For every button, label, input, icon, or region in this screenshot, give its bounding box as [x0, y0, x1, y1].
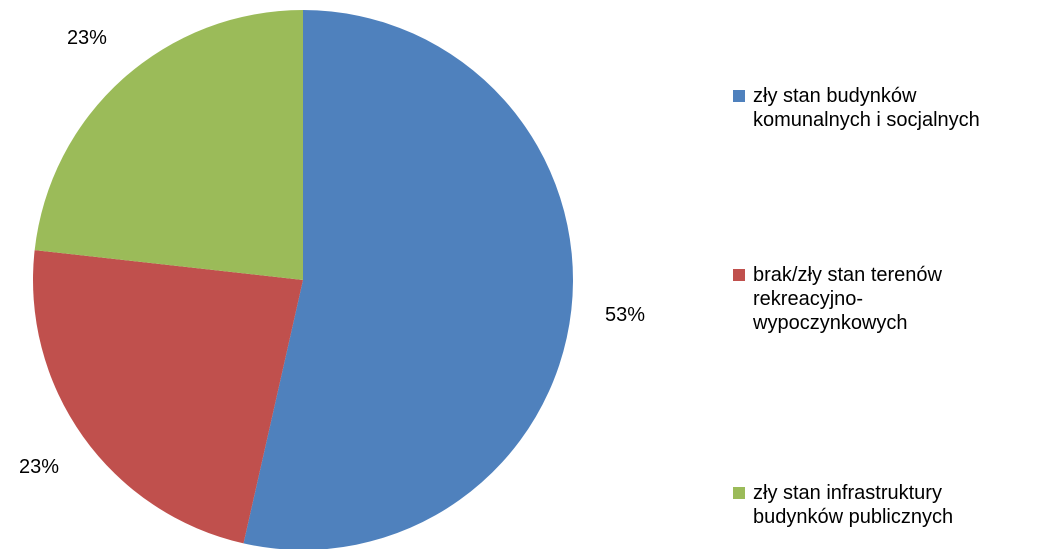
- legend-swatch: [733, 90, 745, 102]
- legend-swatch: [733, 487, 745, 499]
- legend-item: brak/zły stan terenów rekreacyjno- wypoc…: [733, 263, 942, 335]
- legend-label: zły stan infrastruktury budynków publicz…: [753, 482, 954, 528]
- pie-slice: [34, 10, 304, 280]
- legend-swatch: [733, 269, 745, 281]
- legend-item: zły stan budynków komunalnych i socjalny…: [733, 84, 980, 132]
- legend-item: zły stan infrastruktury budynków publicz…: [733, 481, 953, 529]
- pie-slice: [243, 10, 573, 549]
- data-label: 53%: [605, 304, 645, 326]
- data-label: 23%: [67, 27, 107, 49]
- legend-label: brak/zły stan terenów rekreacyjno- wypoc…: [753, 264, 942, 334]
- legend-label: zły stan budynków komunalnych i socjalny…: [753, 85, 980, 131]
- pie-slice: [32, 250, 303, 544]
- data-label: 23%: [19, 456, 59, 478]
